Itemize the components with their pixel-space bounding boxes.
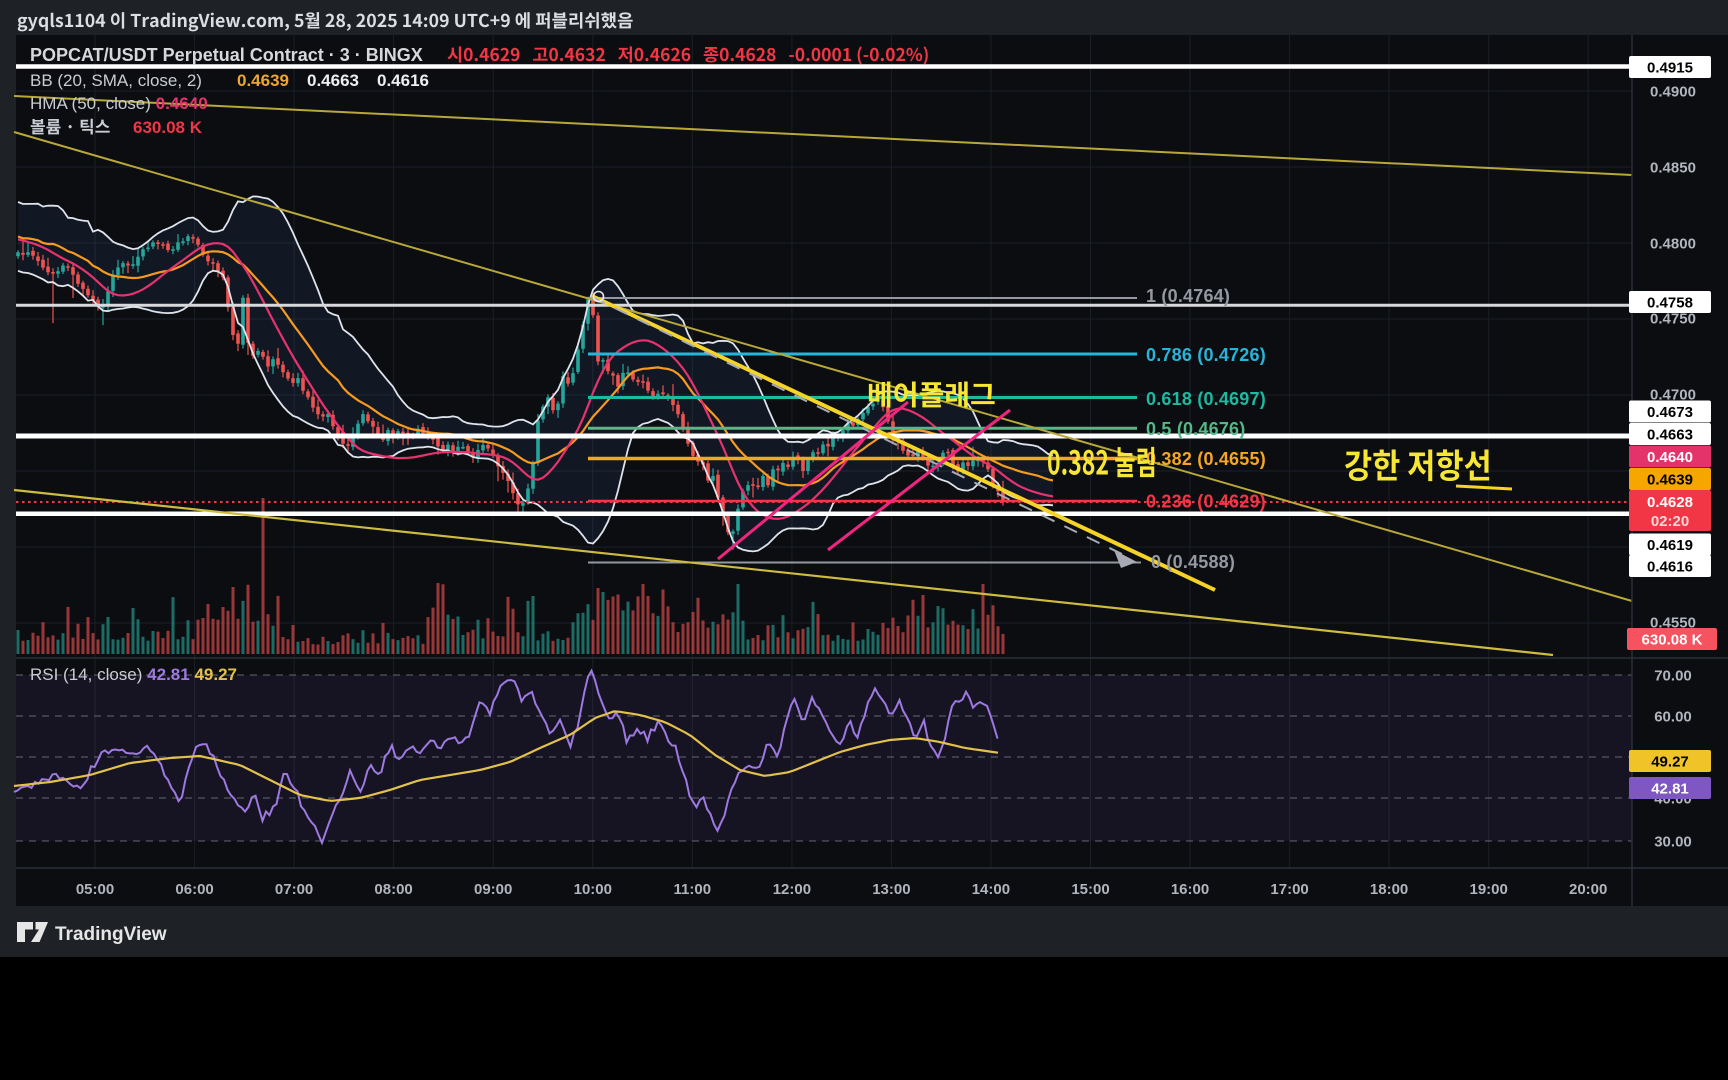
svg-text:0.4616: 0.4616 <box>1647 558 1693 575</box>
svg-text:RSI (14, close) 42.81 49.27: RSI (14, close) 42.81 49.27 <box>30 665 237 684</box>
svg-text:10:00: 10:00 <box>574 881 612 898</box>
svg-text:0.4915: 0.4915 <box>1647 59 1693 76</box>
svg-text:20:00: 20:00 <box>1569 881 1607 898</box>
svg-text:0.4550: 0.4550 <box>1650 615 1696 632</box>
svg-text:14:00: 14:00 <box>972 881 1010 898</box>
svg-text:16:00: 16:00 <box>1171 881 1209 898</box>
svg-text:15:00: 15:00 <box>1071 881 1109 898</box>
svg-text:0.4900: 0.4900 <box>1650 84 1696 101</box>
svg-text:09:00: 09:00 <box>474 881 512 898</box>
svg-text:0.4850: 0.4850 <box>1650 160 1696 177</box>
svg-text:0.4800: 0.4800 <box>1650 236 1696 253</box>
svg-text:0.5 (0.4676): 0.5 (0.4676) <box>1146 419 1245 439</box>
svg-text:49.27: 49.27 <box>1651 753 1689 770</box>
svg-text:02:20: 02:20 <box>1651 513 1689 530</box>
svg-text:HMA (50, close) 0.4640: HMA (50, close) 0.4640 <box>30 94 208 113</box>
svg-text:0.4750: 0.4750 <box>1650 311 1696 328</box>
svg-text:0.618 (0.4697): 0.618 (0.4697) <box>1146 389 1266 409</box>
svg-text:630.08 K: 630.08 K <box>133 118 203 137</box>
svg-text:0.4663: 0.4663 <box>1647 426 1693 443</box>
svg-text:0.4758: 0.4758 <box>1647 294 1693 311</box>
svg-text:0.4628: 0.4628 <box>1647 494 1693 511</box>
svg-text:0.4673: 0.4673 <box>1647 404 1693 421</box>
svg-text:60.00: 60.00 <box>1654 709 1692 726</box>
svg-text:08:00: 08:00 <box>374 881 412 898</box>
svg-text:70.00: 70.00 <box>1654 668 1692 685</box>
svg-text:19:00: 19:00 <box>1470 881 1508 898</box>
svg-text:0.236 (0.4629): 0.236 (0.4629) <box>1146 492 1266 512</box>
svg-text:0.4640: 0.4640 <box>1647 449 1693 466</box>
svg-text:0.786 (0.4726): 0.786 (0.4726) <box>1146 345 1266 365</box>
svg-text:0.4619: 0.4619 <box>1647 537 1693 554</box>
svg-text:05:00: 05:00 <box>76 881 114 898</box>
svg-text:0 (0.4588): 0 (0.4588) <box>1151 552 1235 572</box>
svg-text:0.4700: 0.4700 <box>1650 387 1696 404</box>
svg-text:0.4639: 0.4639 <box>1647 471 1693 488</box>
svg-text:POPCAT/USDT Perpetual Contract: POPCAT/USDT Perpetual Contract · 3 · BIN… <box>30 45 423 65</box>
svg-text:1 (0.4764): 1 (0.4764) <box>1146 286 1230 306</box>
svg-text:07:00: 07:00 <box>275 881 313 898</box>
svg-text:13:00: 13:00 <box>872 881 910 898</box>
svg-text:630.08 K: 630.08 K <box>1642 631 1703 648</box>
svg-text:17:00: 17:00 <box>1270 881 1308 898</box>
svg-text:12:00: 12:00 <box>773 881 811 898</box>
svg-text:0.382 (0.4655): 0.382 (0.4655) <box>1146 449 1266 469</box>
svg-text:18:00: 18:00 <box>1370 881 1408 898</box>
svg-text:42.81: 42.81 <box>1651 780 1689 797</box>
svg-text:06:00: 06:00 <box>175 881 213 898</box>
svg-text:TradingView: TradingView <box>55 924 167 945</box>
svg-text:11:00: 11:00 <box>674 881 712 898</box>
svg-text:30.00: 30.00 <box>1654 834 1692 851</box>
